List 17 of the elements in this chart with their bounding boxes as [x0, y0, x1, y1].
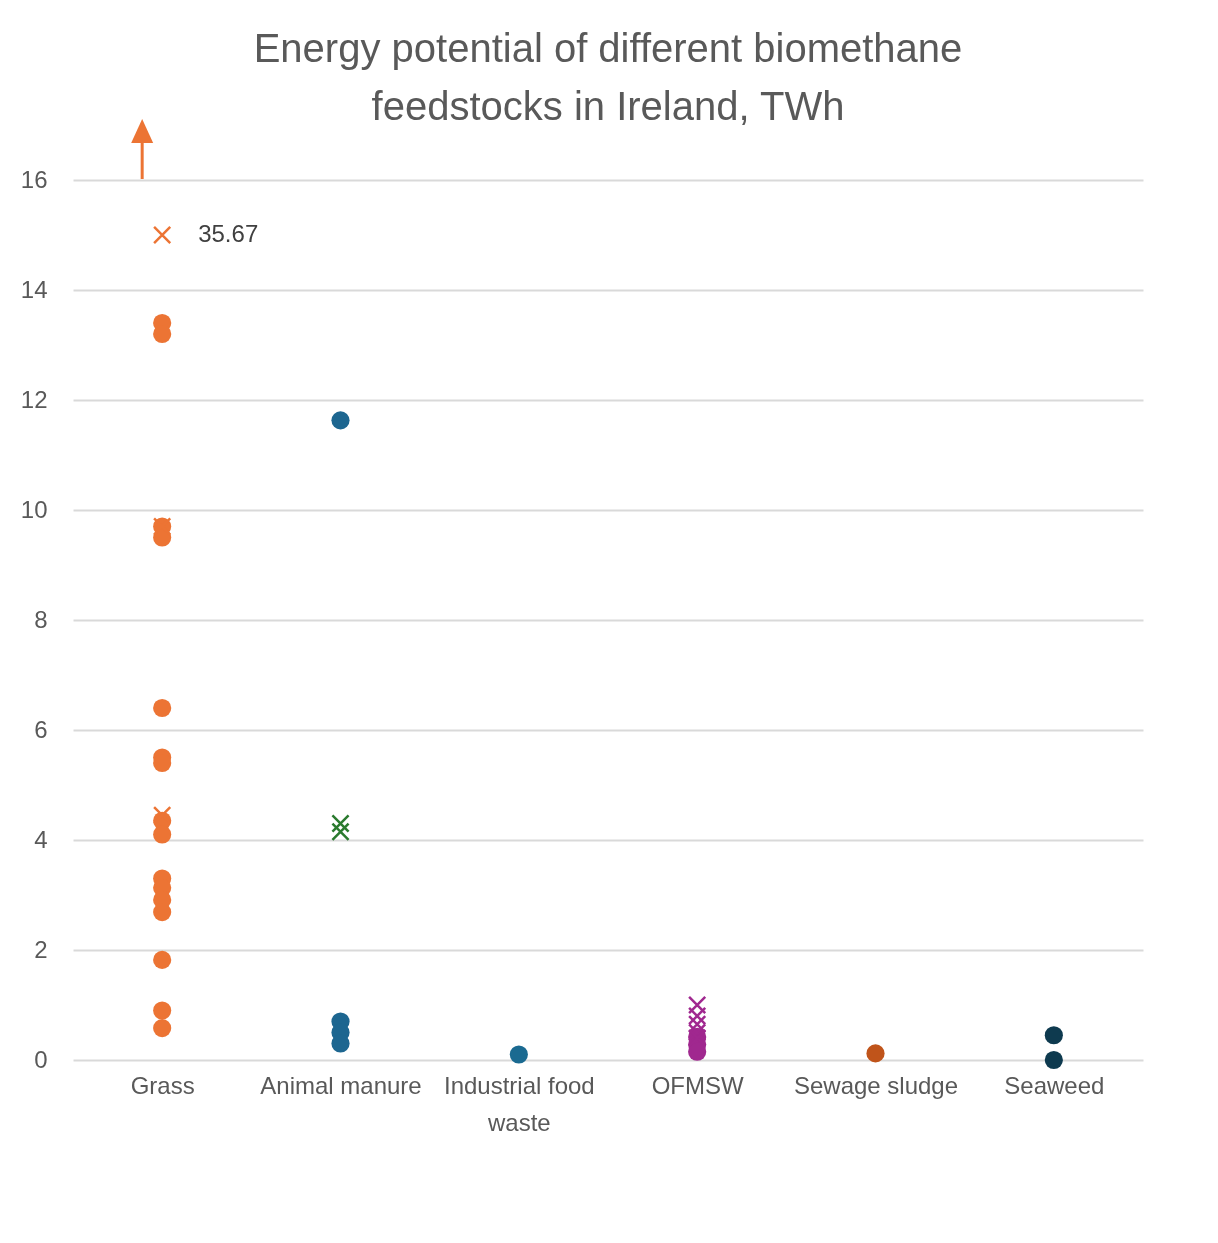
x-tick-label: Sewage sludge [793, 1071, 959, 1099]
x-tick-label: Grass [130, 1071, 195, 1099]
x-tick-label: Seaweed [1004, 1071, 1105, 1099]
y-tick-label: 6 [34, 715, 48, 743]
y-tick-label: 16 [20, 165, 48, 193]
y-tick-label: 0 [34, 1045, 48, 1073]
x-tick-label: Industrial food waste [443, 1071, 595, 1136]
x-tick-label: Animal manure [260, 1071, 422, 1099]
x-tick-label: OFMSW [651, 1071, 744, 1099]
chart-title: Energy potential of different biomethane feedstocks in Ireland, TWh [253, 26, 963, 128]
y-tick-label: 4 [34, 825, 48, 853]
annotation: 35.67 [198, 220, 259, 247]
y-tick-label: 8 [34, 605, 48, 633]
y-tick-label: 10 [20, 495, 48, 523]
y-tick-label: 12 [20, 385, 48, 413]
y-tick-label: 14 [20, 275, 48, 303]
y-tick-label: 2 [34, 935, 48, 963]
